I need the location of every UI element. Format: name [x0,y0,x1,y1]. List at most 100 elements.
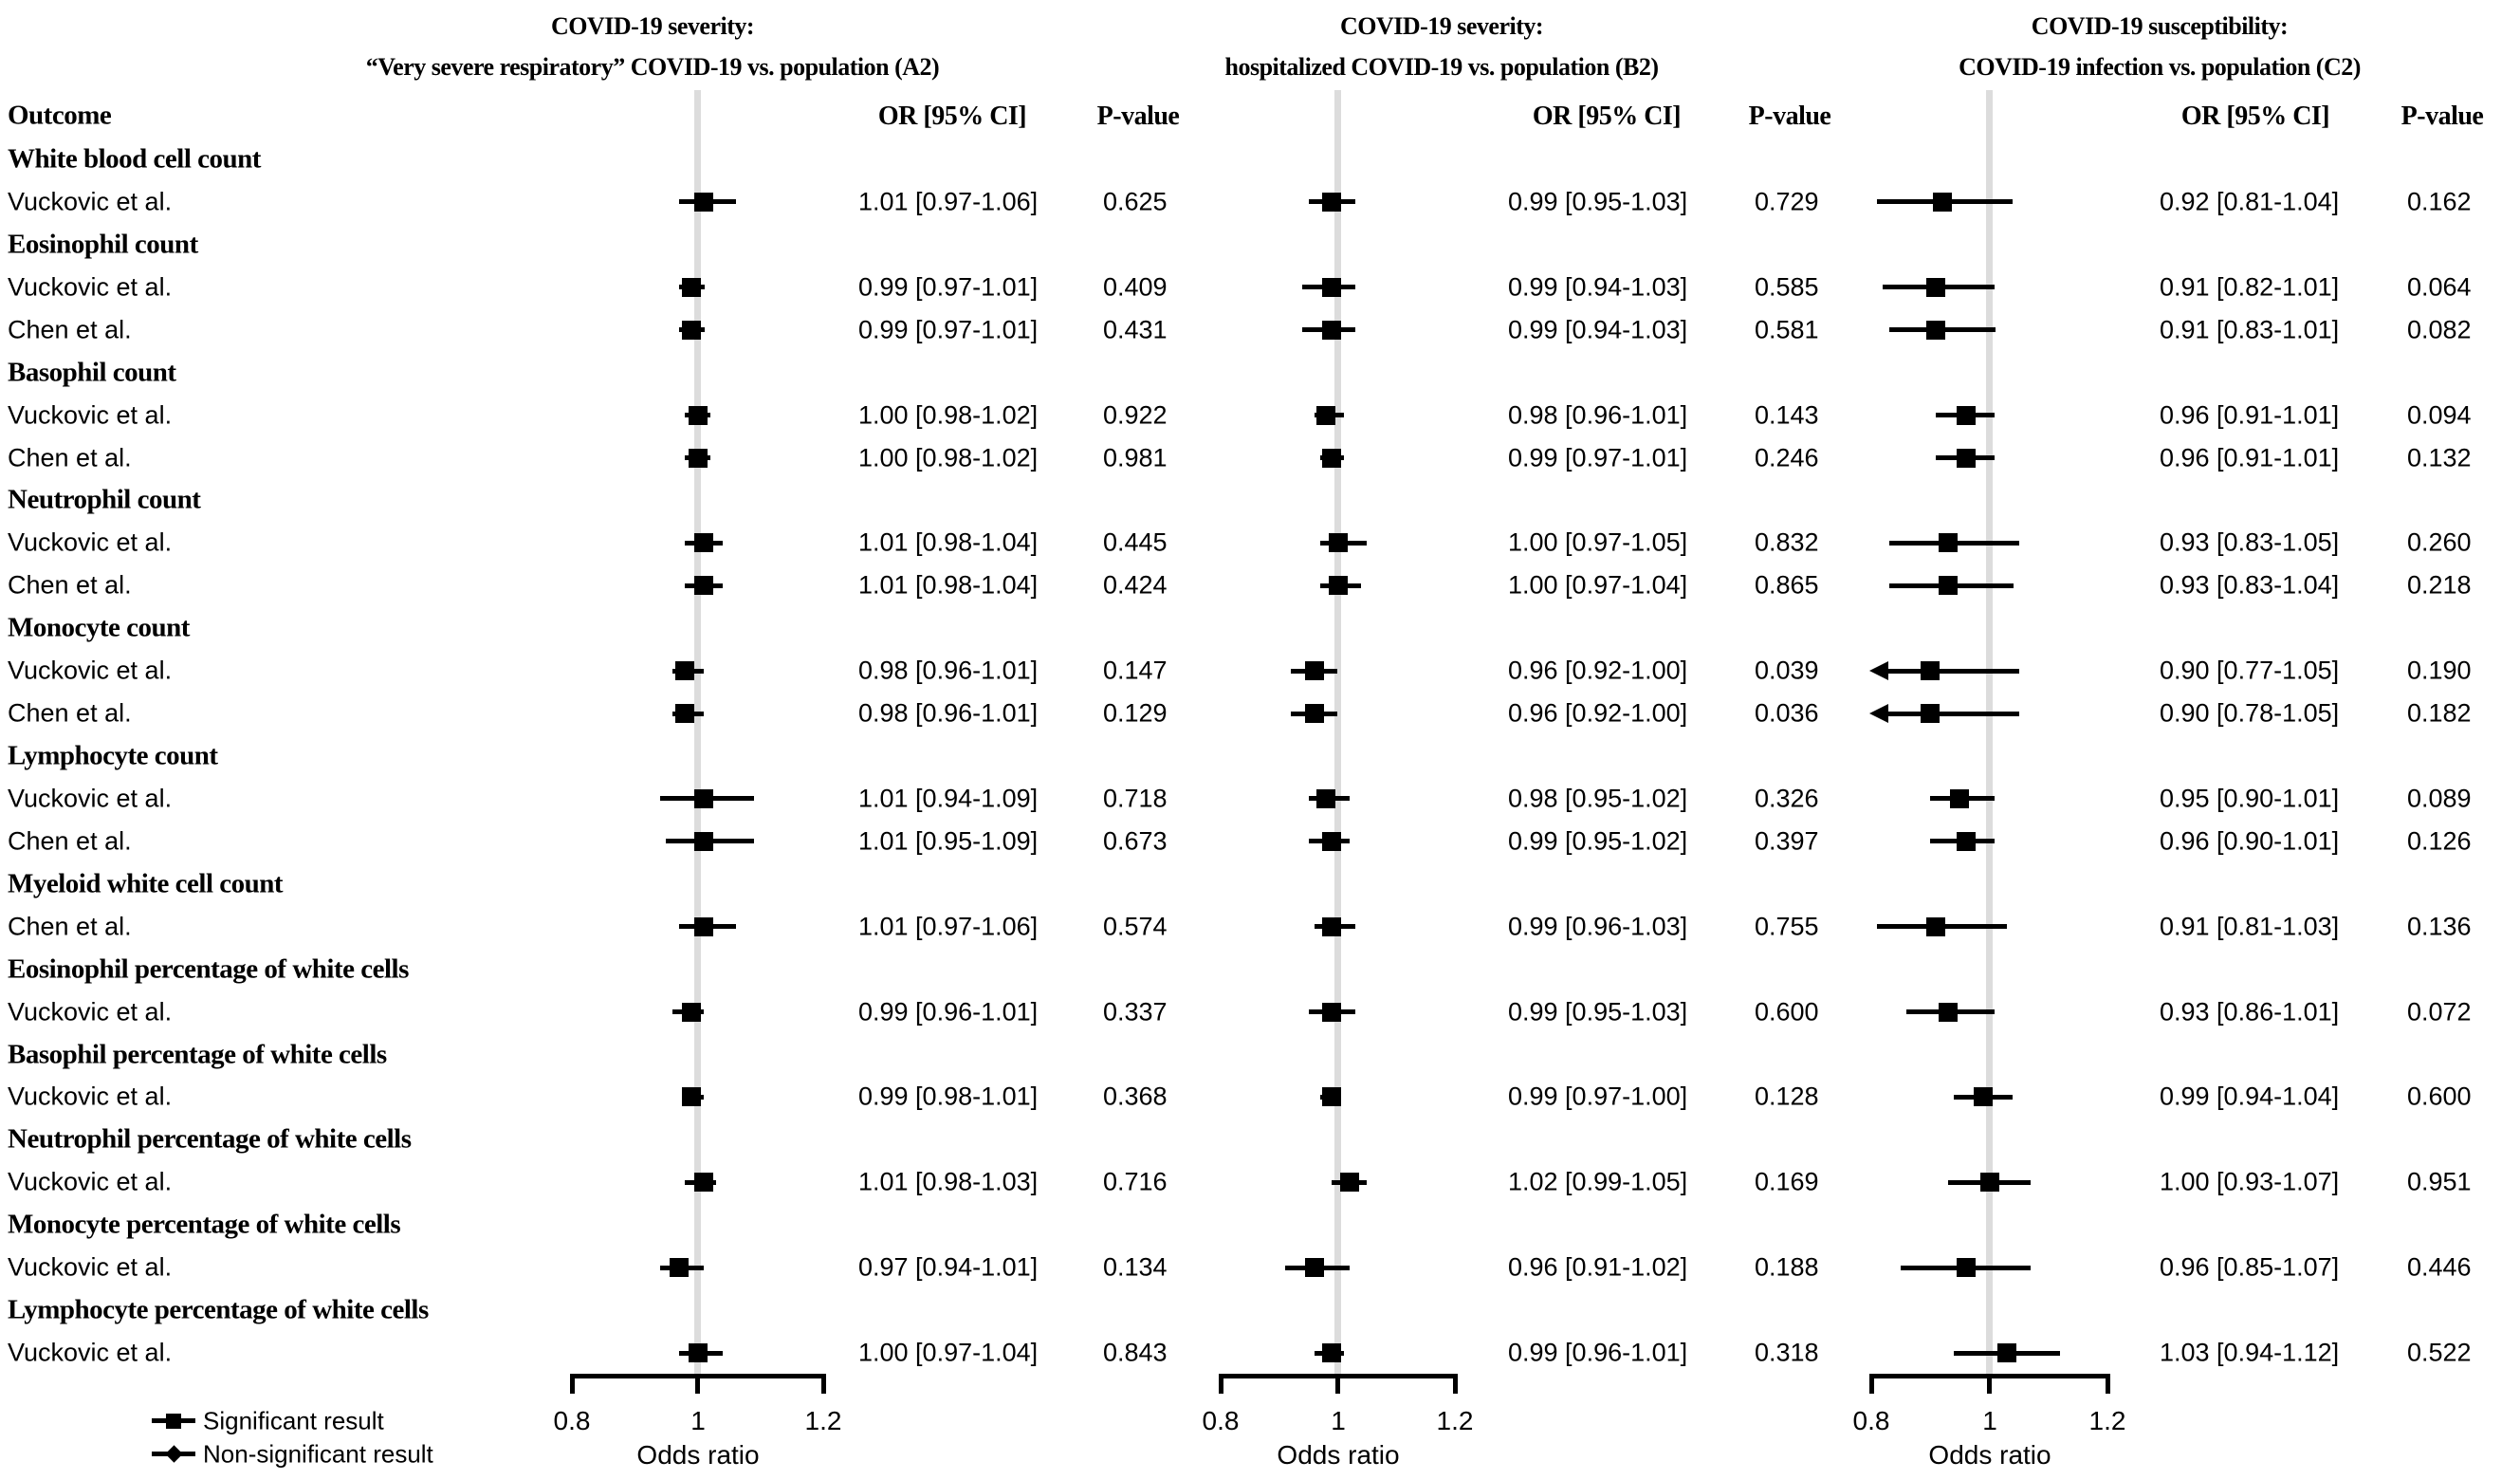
point-estimate-marker [694,1173,713,1192]
panel-c-title-line1: COVID-19 susceptibility: [2031,12,2289,40]
outcome-group-label: Eosinophil percentage of white cells [8,953,409,985]
p-value: 0.445 [1103,527,1168,557]
p-value: 0.600 [2407,1082,2472,1111]
study-label: Vuckovic et al. [8,527,173,557]
point-estimate-marker [694,789,713,808]
p-value: 0.246 [1755,443,1819,472]
study-label: Chen et al. [8,698,132,728]
p-value: 0.147 [1103,656,1168,685]
point-estimate-marker [1329,576,1348,595]
p-value: 0.625 [1103,187,1168,216]
or-ci-value: 0.98 [0.95-1.02] [1508,784,1688,813]
outcome-group-label: Basophil percentage of white cells [8,1039,387,1070]
point-estimate-marker [1926,278,1945,297]
p-value: 0.136 [2407,912,2472,941]
p-value: 0.718 [1103,784,1168,813]
axis-tick [2106,1374,2110,1394]
or-ci-value: 0.99 [0.94-1.03] [1508,272,1688,302]
point-estimate-marker [1305,704,1324,723]
panel-c-title: COVID-19 susceptibility: COVID-19 infect… [1959,6,2361,87]
point-estimate-marker [689,1343,708,1362]
p-value: 0.094 [2407,400,2472,430]
or-ci-value: 0.99 [0.97-1.01] [1508,443,1688,472]
axis-tick [821,1374,826,1394]
point-estimate-marker [1957,449,1976,468]
study-label: Vuckovic et al. [8,1252,173,1282]
axis-tick [1869,1374,1874,1394]
p-value: 0.190 [2407,656,2472,685]
or-ci-value: 0.96 [0.91-1.01] [2160,443,2340,472]
axis-tick-label: 0.8 [553,1406,591,1435]
or-ci-value: 0.92 [0.81-1.04] [2160,187,2340,216]
study-label: Vuckovic et al. [8,187,173,216]
or-ci-value: 1.01 [0.98-1.04] [858,527,1039,557]
or-ci-value: 1.01 [0.98-1.04] [858,570,1039,600]
point-estimate-marker [675,704,694,723]
or-ci-value: 0.95 [0.90-1.01] [2160,784,2340,813]
p-value: 0.162 [2407,187,2472,216]
reference-line [694,90,701,1376]
reference-line [1986,90,1993,1376]
p-value: 0.188 [1755,1252,1819,1282]
study-label: Vuckovic et al. [8,1167,173,1196]
p-value: 0.039 [1755,656,1819,685]
point-estimate-marker [1980,1173,1999,1192]
p-value: 0.729 [1755,187,1819,216]
point-estimate-marker [694,533,713,552]
or-ci-value: 0.96 [0.85-1.07] [2160,1252,2340,1282]
or-ci-value: 1.00 [0.98-1.02] [858,443,1039,472]
or-ci-value: 0.99 [0.96-1.03] [1508,912,1688,941]
point-estimate-marker [1305,1258,1324,1277]
p-value: 0.134 [1103,1252,1168,1282]
p-value: 0.326 [1755,784,1819,813]
p-value: 0.260 [2407,527,2472,557]
axis-tick-label: 1.2 [1436,1406,1474,1435]
study-label: Chen et al. [8,912,132,941]
outcome-group-label: Monocyte percentage of white cells [8,1209,401,1240]
or-ci-value: 0.96 [0.91-1.02] [1508,1252,1688,1282]
legend-nonsignificant-diamond-icon [165,1445,183,1463]
or-ci-value: 0.90 [0.78-1.05] [2160,698,2340,728]
point-estimate-marker [1322,321,1341,340]
or-ci-value: 1.01 [0.95-1.09] [858,826,1039,856]
axis-title: Odds ratio [1928,1440,2051,1470]
panel-a-title-line1: COVID-19 severity: [550,12,755,40]
study-label: Vuckovic et al. [8,1338,173,1367]
p-value: 0.089 [2407,784,2472,813]
study-label: Chen et al. [8,570,132,600]
panel-b-title-line1: COVID-19 severity: [1339,12,1544,40]
point-estimate-marker [682,278,701,297]
p-value: 0.600 [1755,997,1819,1027]
legend-significant-square-icon [166,1414,181,1429]
p-value: 0.522 [2407,1338,2472,1367]
p-value: 0.843 [1103,1338,1168,1367]
study-label: Chen et al. [8,826,132,856]
outcome-group-label: Monocyte count [8,612,190,643]
point-estimate-marker [1316,406,1335,425]
or-ci-value: 0.93 [0.83-1.04] [2160,570,2340,600]
p-value: 0.182 [2407,698,2472,728]
outcome-group-label: Lymphocyte percentage of white cells [8,1294,429,1325]
p-value: 0.082 [2407,315,2472,344]
panel-c-title-line2: COVID-19 infection vs. population (C2) [1959,53,2361,81]
or-ci-value: 0.91 [0.81-1.03] [2160,912,2340,941]
or-ci-value: 0.99 [0.95-1.03] [1508,997,1688,1027]
study-label: Vuckovic et al. [8,272,173,302]
p-value: 0.409 [1103,272,1168,302]
point-estimate-marker [689,449,708,468]
axis-title: Odds ratio [1277,1440,1400,1470]
p-value: 0.132 [2407,443,2472,472]
point-estimate-marker [1997,1343,2016,1362]
outcome-group-label: Neutrophil percentage of white cells [8,1123,412,1155]
p-value: 0.064 [2407,272,2472,302]
ci-line [1885,712,2019,716]
point-estimate-marker [682,321,701,340]
or-ci-value: 0.98 [0.96-1.01] [858,656,1039,685]
p-value: 0.716 [1103,1167,1168,1196]
point-estimate-marker [1974,1087,1993,1106]
p-value: 0.126 [2407,826,2472,856]
ci-arrow-left-icon [1869,704,1888,723]
legend-significant-label: Significant result [203,1406,384,1435]
or-ci-value: 1.02 [0.99-1.05] [1508,1167,1688,1196]
